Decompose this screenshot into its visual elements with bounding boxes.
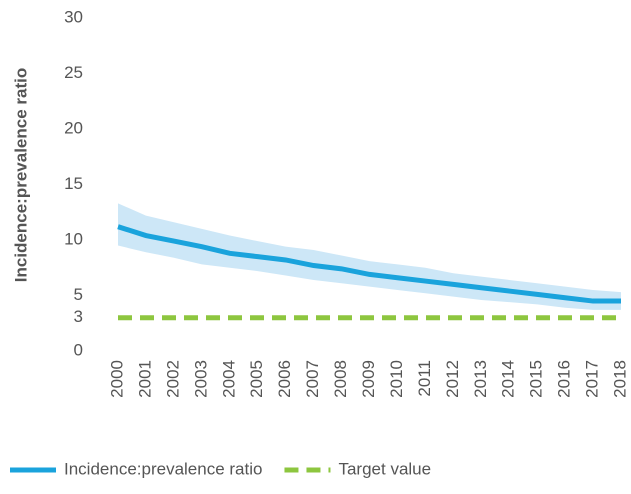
x-tick-label: 2001 (135, 360, 154, 398)
x-tick-label: 2010 (387, 360, 406, 398)
x-tick-label: 2018 (610, 360, 629, 398)
confidence-band (118, 203, 621, 310)
x-tick-label: 2016 (555, 360, 574, 398)
x-tick-label: 2008 (331, 360, 350, 398)
x-tick-label: 2011 (415, 360, 434, 397)
y-tick-label: 10 (64, 229, 83, 248)
y-tick-label: 0 (74, 340, 83, 359)
x-tick-label: 2006 (275, 360, 294, 398)
x-tick-label: 2012 (443, 360, 462, 398)
x-tick-label: 2013 (471, 360, 490, 398)
x-tick-label: 2017 (583, 360, 602, 398)
y-tick-label: 3 (74, 307, 83, 326)
x-tick-label: 2005 (247, 360, 266, 398)
y-tick-label: 5 (74, 285, 83, 304)
x-tick-label: 2000 (107, 360, 126, 398)
x-tick-label: 2009 (359, 360, 378, 398)
y-tick-label: 30 (64, 7, 83, 26)
x-tick-label: 2014 (499, 360, 518, 398)
y-tick-label: 15 (64, 174, 83, 193)
y-tick-label: 25 (64, 63, 83, 82)
legend-label: Target value (338, 459, 431, 478)
series-line (117, 224, 621, 304)
legend-label: Incidence:prevalence ratio (64, 459, 262, 478)
x-tick-label: 2007 (303, 360, 322, 398)
x-tick-label: 2003 (191, 360, 210, 398)
x-tick-label: 2015 (527, 360, 546, 398)
y-tick-label: 20 (64, 118, 83, 137)
x-tick-label: 2002 (163, 360, 182, 398)
x-tick-label: 2004 (219, 360, 238, 398)
y-axis-label: Incidence:prevalence ratio (11, 68, 30, 282)
